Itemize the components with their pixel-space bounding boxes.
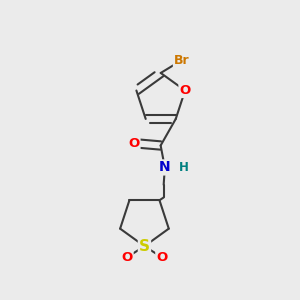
Text: O: O	[122, 251, 133, 264]
Text: O: O	[179, 84, 191, 97]
Text: S: S	[139, 239, 150, 254]
Text: O: O	[156, 251, 167, 264]
Text: Br: Br	[174, 54, 190, 67]
Text: N: N	[159, 160, 171, 174]
Text: H: H	[178, 161, 188, 174]
Text: O: O	[128, 137, 140, 150]
